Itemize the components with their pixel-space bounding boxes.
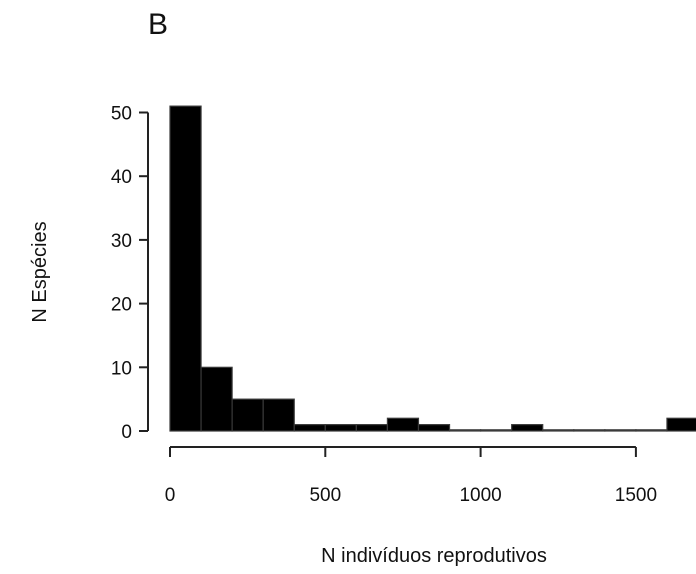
histogram-bar-5 [324, 424, 357, 432]
histogram-bar-4 [293, 424, 326, 432]
y-axis-title: N Espécies [29, 221, 51, 322]
histogram-bar-9 [448, 429, 482, 432]
x-tick-label: 1000 [459, 485, 501, 506]
histogram-bar-13 [573, 429, 606, 432]
histogram-bar-7 [386, 417, 420, 432]
histogram-bar-6 [355, 424, 389, 432]
panel-label: B [148, 8, 169, 41]
histogram-bar-0 [169, 105, 202, 432]
histogram-bar-14 [604, 429, 637, 432]
histogram-bar-16 [666, 417, 696, 432]
histogram-bar-3 [262, 398, 295, 432]
x-tick-label: 500 [309, 485, 341, 506]
y-axis: 0 10 20 30 40 50 [111, 104, 149, 443]
y-tick-label: 40 [111, 167, 132, 188]
histogram-bar-1 [200, 366, 233, 432]
y-tick-label: 10 [111, 358, 132, 379]
histogram-bar-15 [635, 429, 668, 432]
histogram-bar-2 [231, 398, 264, 432]
histogram-bars [169, 105, 696, 432]
x-tick-label: 0 [165, 485, 176, 506]
y-tick-label: 30 [111, 231, 132, 252]
histogram-bar-12 [542, 429, 575, 432]
histogram-bar-10 [480, 429, 513, 432]
histogram-bar-8 [417, 424, 451, 432]
x-axis-title: N indivíduos reprodutivos [321, 545, 547, 567]
y-tick-label: 0 [121, 422, 132, 443]
y-tick-label: 20 [111, 295, 132, 316]
histogram-bar-11 [511, 424, 544, 432]
y-tick-label: 50 [111, 104, 132, 125]
x-axis: 0 500 1000 1500 [165, 446, 657, 506]
x-tick-label: 1500 [615, 485, 657, 506]
